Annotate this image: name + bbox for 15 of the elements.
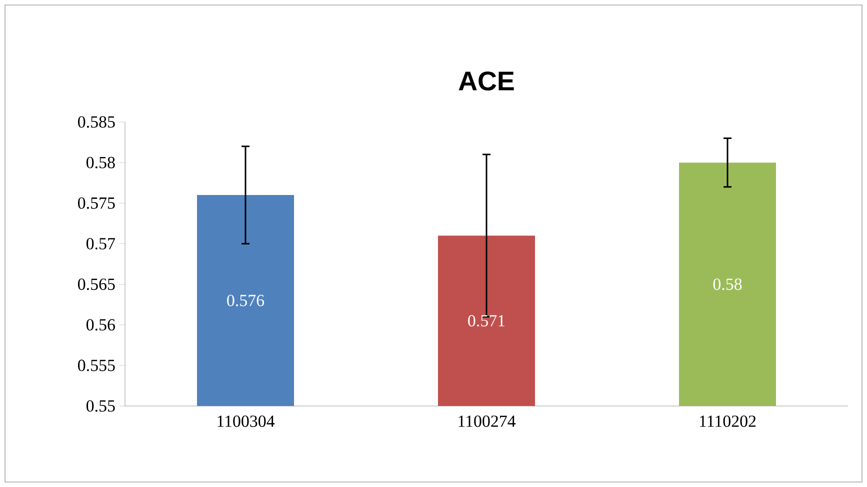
- y-tick-label: 0.56: [86, 319, 115, 331]
- y-tick-label: 0.58: [86, 156, 115, 168]
- y-tick-label: 0.585: [78, 116, 115, 128]
- data-label: 0.576: [227, 294, 264, 306]
- data-label: 0.58: [713, 278, 742, 290]
- y-tick-label: 0.565: [78, 278, 115, 290]
- y-tick-label: 0.55: [86, 400, 115, 412]
- x-tick-label: 1100274: [458, 416, 516, 427]
- x-tick-label: 1100304: [218, 416, 275, 427]
- y-tick-label: 0.575: [78, 197, 115, 209]
- x-tick-label: 1110202: [700, 416, 756, 427]
- data-label: 0.571: [468, 315, 505, 327]
- chart-title: ACE: [458, 71, 514, 90]
- y-tick-label: 0.57: [86, 238, 115, 250]
- y-tick-label: 0.555: [78, 360, 115, 372]
